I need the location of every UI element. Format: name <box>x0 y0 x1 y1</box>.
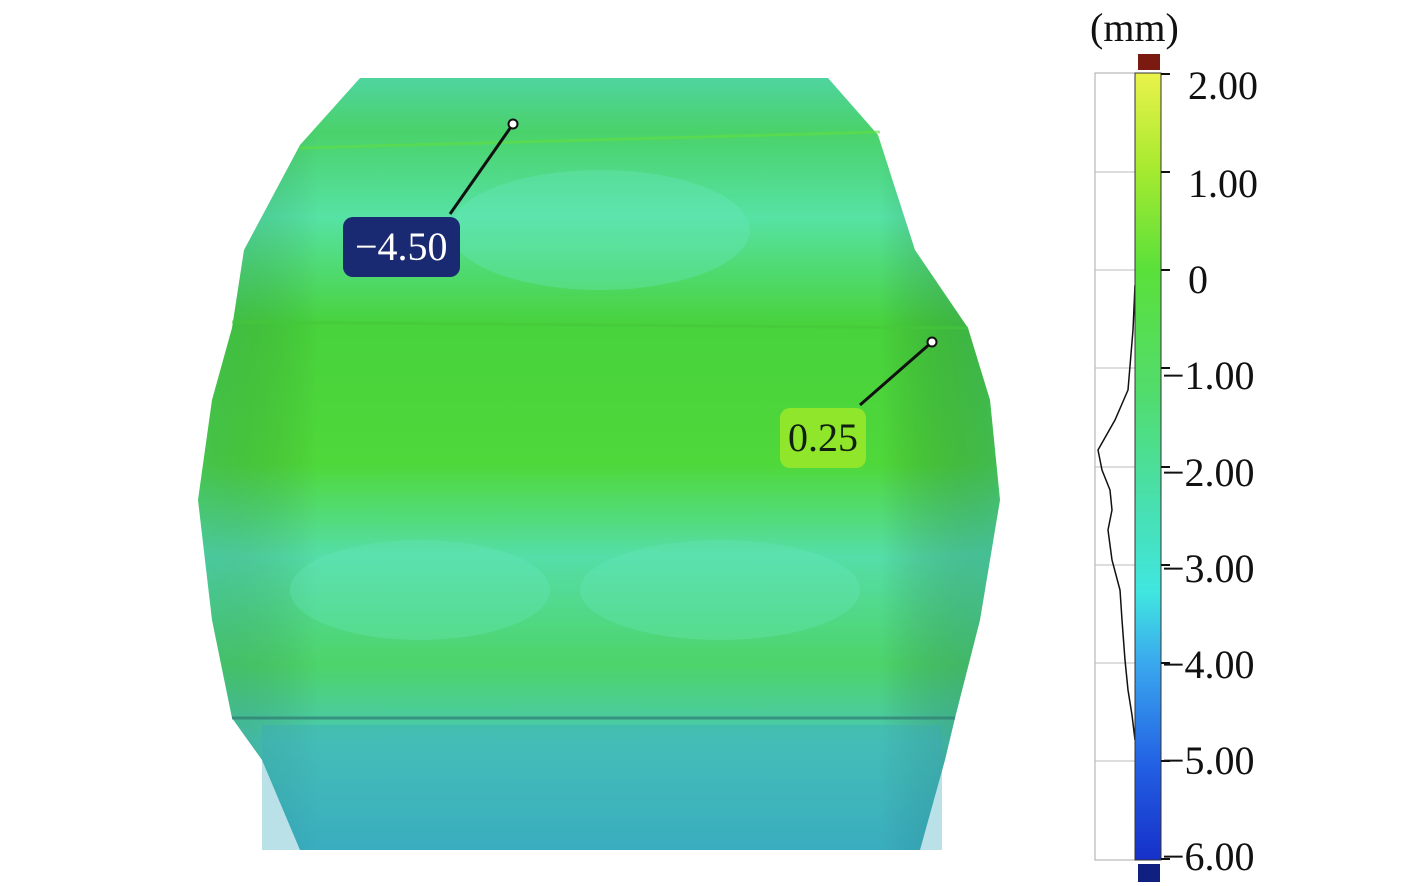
colorbar-unit-label: (mm) <box>1090 5 1179 50</box>
color-scale <box>1134 72 1162 861</box>
colorbar-tick-label: −4.00 <box>1162 642 1255 687</box>
leader-point <box>507 118 519 130</box>
band-seam <box>231 320 969 330</box>
colorbar-tick-label: 2.00 <box>1188 63 1258 108</box>
band-seam <box>299 130 881 150</box>
over-range-swatch <box>1138 54 1160 70</box>
colorbar-ticks <box>1161 73 1170 860</box>
deviation-callout-min: −4.50 <box>343 217 460 277</box>
colorbar <box>1094 54 1170 882</box>
surface-patch <box>580 540 860 640</box>
under-range-swatch <box>1138 864 1160 882</box>
leader-line <box>448 123 515 215</box>
surface-patch <box>262 725 942 850</box>
colorbar-tick-label: −6.00 <box>1162 834 1255 879</box>
colorbar-tick-label: −5.00 <box>1162 738 1255 783</box>
surface-patch <box>450 170 750 290</box>
leader-line <box>859 340 933 407</box>
colorbar-tick-label: −2.00 <box>1162 450 1255 495</box>
histogram-curve <box>1097 284 1136 741</box>
colorbar-tick-label: −3.00 <box>1162 546 1255 591</box>
colorbar-tick-label: −1.00 <box>1162 353 1255 398</box>
colorbar-tick-label: 1.00 <box>1188 161 1258 206</box>
deviation-callout-max: 0.25 <box>780 408 866 468</box>
leader-point <box>926 336 938 348</box>
deviation-surface <box>198 78 1000 850</box>
callout-leaders <box>448 118 938 407</box>
colorbar-tick-label: 0 <box>1188 257 1208 302</box>
surface-patch <box>290 540 550 640</box>
